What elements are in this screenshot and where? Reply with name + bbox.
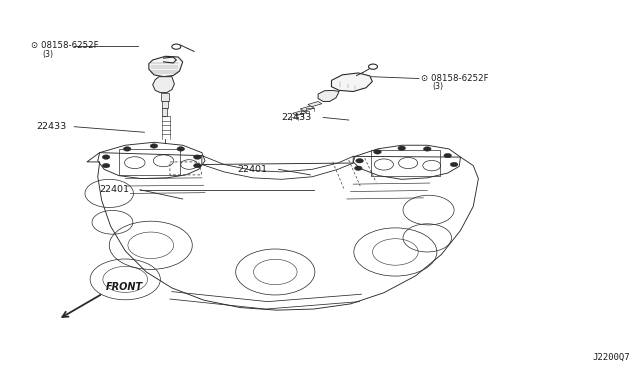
Circle shape [398,146,406,150]
Text: 22401: 22401 [237,165,267,174]
Circle shape [193,155,201,159]
Text: 22401: 22401 [100,185,130,194]
Bar [371,150,440,176]
Circle shape [150,144,158,148]
Text: ⊙ 08158-6252F: ⊙ 08158-6252F [31,41,99,51]
Bar [119,149,179,175]
Circle shape [124,147,131,151]
Circle shape [451,162,458,167]
Bar [163,108,168,116]
Bar [162,101,168,108]
Text: ⊙ 08158-6252F: ⊙ 08158-6252F [421,74,488,83]
Text: (3): (3) [433,82,444,91]
Text: 22433: 22433 [36,122,66,131]
Circle shape [177,147,184,151]
Polygon shape [318,90,339,102]
Text: J2200Q7: J2200Q7 [592,353,630,362]
Circle shape [356,158,364,163]
Polygon shape [332,73,372,92]
Polygon shape [153,77,174,93]
Circle shape [444,153,452,158]
Polygon shape [149,56,182,77]
Polygon shape [292,110,307,116]
Text: FRONT: FRONT [106,282,143,292]
Polygon shape [300,106,314,111]
Polygon shape [308,102,322,107]
Circle shape [193,163,201,168]
Circle shape [374,150,381,154]
Circle shape [102,155,110,159]
Bar [161,93,169,101]
Circle shape [102,163,110,168]
Circle shape [424,147,431,151]
Circle shape [355,166,362,170]
Text: (3): (3) [43,50,54,59]
Text: 22433: 22433 [282,113,312,122]
